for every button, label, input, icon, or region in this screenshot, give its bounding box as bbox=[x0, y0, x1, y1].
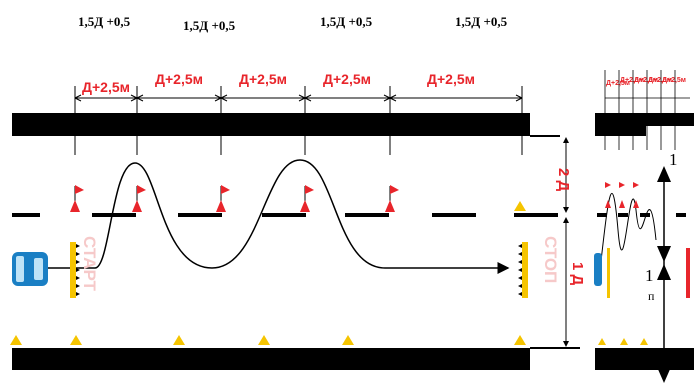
start-line bbox=[70, 242, 80, 298]
cones bbox=[10, 201, 526, 345]
flag-icon bbox=[70, 185, 84, 212]
right-panel-number-2: 1 bbox=[645, 266, 654, 285]
cone-icon bbox=[70, 335, 82, 345]
stop-line bbox=[518, 242, 528, 298]
center-dashed-line bbox=[12, 213, 558, 217]
flag-icon bbox=[216, 185, 230, 212]
flag-icon bbox=[385, 185, 399, 212]
mini-segment-label: Д+2,5м bbox=[662, 77, 686, 84]
cone-icon bbox=[10, 335, 22, 345]
stop-label: СТОП bbox=[541, 236, 560, 283]
cone-icon bbox=[173, 335, 185, 345]
road-edge-top bbox=[12, 113, 530, 136]
cone-icon bbox=[258, 335, 270, 345]
course-flags bbox=[70, 185, 399, 212]
mini-segment-label: Д+2,5м bbox=[648, 77, 672, 84]
cone-icon bbox=[514, 201, 526, 211]
car-icon bbox=[12, 252, 48, 286]
width-label-upper: 2 Д bbox=[555, 168, 572, 192]
segment-label-4: Д+2,5м bbox=[323, 71, 371, 87]
right-panel-number-1: 1 bbox=[669, 150, 678, 169]
flag-icon bbox=[132, 185, 146, 212]
right-panel-small-text: п bbox=[648, 289, 655, 303]
right-mini-diagram: Д+2,5м Д+2,5м Д+2,5м Д+2,5м Д+2,5м bbox=[594, 70, 694, 383]
mini-segment-label: Д+2,5м bbox=[606, 80, 630, 87]
mini-segment-label: Д+2,5м bbox=[634, 77, 658, 84]
cone-icon bbox=[514, 335, 526, 345]
segment-label-5: Д+2,5м bbox=[427, 71, 475, 87]
flag-icon bbox=[300, 185, 314, 212]
road-edge-bottom bbox=[12, 348, 530, 370]
width-label-lower: 1 Д bbox=[569, 262, 586, 286]
segment-label-1: Д+2,5м bbox=[82, 79, 130, 95]
segment-label-2: Д+2,5м bbox=[155, 71, 203, 87]
segment-label-3: Д+2,5м bbox=[239, 71, 287, 87]
start-label: СТАРТ bbox=[80, 236, 99, 292]
spacing-label-4: 1,5Д +0,5 bbox=[455, 14, 508, 29]
spacing-label-2: 1,5Д +0,5 bbox=[183, 18, 236, 33]
mini-segment-label: Д+2,5м bbox=[620, 77, 644, 84]
spacing-label-3: 1,5Д +0,5 bbox=[320, 14, 373, 29]
segment-dimension-line bbox=[74, 86, 523, 155]
cone-icon bbox=[342, 335, 354, 345]
spacing-label-1: 1,5Д +0,5 bbox=[78, 14, 131, 29]
vehicle-path bbox=[45, 159, 510, 274]
